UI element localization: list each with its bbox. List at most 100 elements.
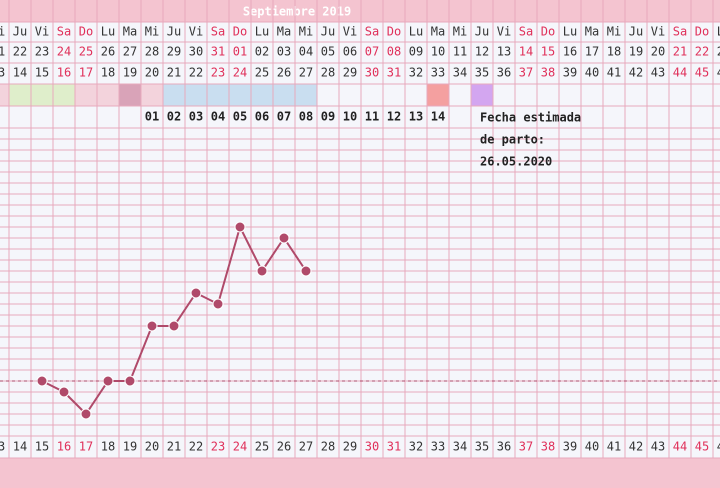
weekday: Ju xyxy=(167,25,181,39)
weekday: Ju xyxy=(13,25,27,39)
weekday: Do xyxy=(541,25,555,39)
cycle-day: 27 xyxy=(299,66,313,80)
weekday: Sa xyxy=(211,25,225,39)
cycle-day-bottom: 38 xyxy=(541,440,555,454)
cycle-day: 41 xyxy=(607,66,621,80)
cycle-day: 14 xyxy=(13,66,27,80)
post-ovulation-day: 13 xyxy=(409,110,423,124)
status-cell xyxy=(75,84,97,106)
weekday: Ju xyxy=(475,25,489,39)
weekday: Vi xyxy=(189,25,203,39)
post-ovulation-day: 10 xyxy=(343,110,357,124)
date: 31 xyxy=(211,45,225,59)
weekday: Mi xyxy=(145,25,159,39)
cycle-day: 13 xyxy=(0,66,5,80)
weekday: Sa xyxy=(519,25,533,39)
cycle-day: 45 xyxy=(695,66,709,80)
cycle-day-bottom: 25 xyxy=(255,440,269,454)
weekday: Sa xyxy=(365,25,379,39)
cycle-day-bottom: 41 xyxy=(607,440,621,454)
due-date-note: Fecha estimada xyxy=(480,111,581,125)
cycle-day-bottom: 32 xyxy=(409,440,423,454)
post-ovulation-day: 01 xyxy=(145,110,159,124)
date: 27 xyxy=(123,45,137,59)
date: 03 xyxy=(277,45,291,59)
cycle-day-bottom: 16 xyxy=(57,440,71,454)
cycle-day: 17 xyxy=(79,66,93,80)
cycle-day-bottom: 17 xyxy=(79,440,93,454)
date: 23 xyxy=(35,45,49,59)
due-date-note: de parto: xyxy=(480,133,545,147)
cycle-day: 37 xyxy=(519,66,533,80)
cycle-day-bottom: 19 xyxy=(123,440,137,454)
temperature-point xyxy=(278,232,290,244)
cycle-day-bottom: 35 xyxy=(475,440,489,454)
cycle-day: 22 xyxy=(189,66,203,80)
status-cell xyxy=(119,84,141,106)
date: 21 xyxy=(0,45,5,59)
weekday: Mi xyxy=(299,25,313,39)
weekday: Lu xyxy=(717,25,720,39)
weekday: Do xyxy=(695,25,709,39)
date: 22 xyxy=(13,45,27,59)
cycle-day-bottom: 31 xyxy=(387,440,401,454)
date: 05 xyxy=(321,45,335,59)
weekday: Sa xyxy=(673,25,687,39)
cycle-day: 42 xyxy=(629,66,643,80)
cycle-day-bottom: 15 xyxy=(35,440,49,454)
cycle-day: 18 xyxy=(101,66,115,80)
date: 08 xyxy=(387,45,401,59)
status-cell xyxy=(163,84,185,106)
cycle-day: 29 xyxy=(343,66,357,80)
due-date-note: 26.05.2020 xyxy=(480,155,552,169)
date: 14 xyxy=(519,45,533,59)
status-cell xyxy=(97,84,119,106)
cycle-day: 44 xyxy=(673,66,687,80)
post-ovulation-day: 02 xyxy=(167,110,181,124)
date: 11 xyxy=(453,45,467,59)
status-cell xyxy=(229,84,251,106)
cycle-day: 16 xyxy=(57,66,71,80)
weekday: Sa xyxy=(57,25,71,39)
cycle-day-bottom: 39 xyxy=(563,440,577,454)
post-ovulation-day: 09 xyxy=(321,110,335,124)
temperature-point xyxy=(146,320,158,332)
date: 02 xyxy=(255,45,269,59)
cycle-day-bottom: 26 xyxy=(277,440,291,454)
post-ovulation-day: 14 xyxy=(431,110,445,124)
cycle-day: 34 xyxy=(453,66,467,80)
bottom-band xyxy=(0,458,720,488)
cycle-day-bottom: 34 xyxy=(453,440,467,454)
status-cell xyxy=(53,84,75,106)
cycle-day: 19 xyxy=(123,66,137,80)
weekday: Lu xyxy=(409,25,423,39)
weekday: Vi xyxy=(35,25,49,39)
status-cell xyxy=(141,84,163,106)
weekday: Do xyxy=(233,25,247,39)
cycle-day-bottom: 36 xyxy=(497,440,511,454)
cycle-day: 38 xyxy=(541,66,555,80)
cycle-day-bottom: 23 xyxy=(211,440,225,454)
date: 19 xyxy=(629,45,643,59)
weekday: Vi xyxy=(497,25,511,39)
cycle-day-bottom: 18 xyxy=(101,440,115,454)
temperature-point xyxy=(212,298,224,310)
temperature-point xyxy=(300,265,312,277)
status-cell xyxy=(273,84,295,106)
cycle-day: 23 xyxy=(211,66,225,80)
weekday: Ma xyxy=(431,25,445,39)
date: 17 xyxy=(585,45,599,59)
cycle-day: 31 xyxy=(387,66,401,80)
cycle-day: 28 xyxy=(321,66,335,80)
month-label: Septiembre 2019 xyxy=(243,5,351,19)
weekday: Do xyxy=(79,25,93,39)
cycle-day: 46 xyxy=(717,66,720,80)
date: 09 xyxy=(409,45,423,59)
status-cell xyxy=(471,84,493,106)
cycle-day: 33 xyxy=(431,66,445,80)
post-ovulation-day: 12 xyxy=(387,110,401,124)
cycle-day-bottom: 42 xyxy=(629,440,643,454)
date: 29 xyxy=(167,45,181,59)
